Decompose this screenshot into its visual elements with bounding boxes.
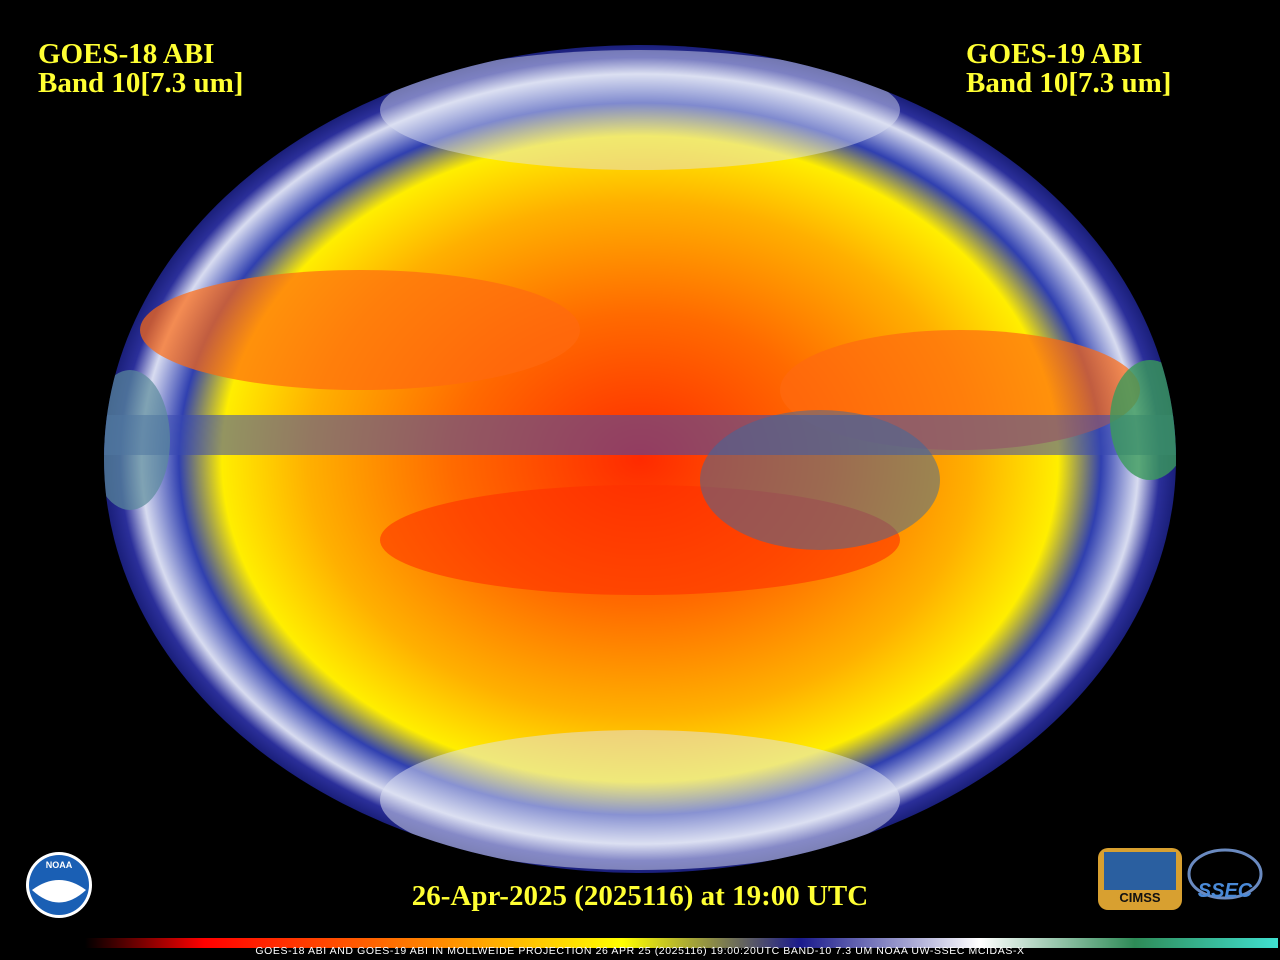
left-subtitle: Band 10[7.3 um] [38,67,244,99]
noaa-label: NOAA [46,860,73,870]
right-header: GOES-19 ABI Band 10[7.3 um] [966,40,1171,98]
ssec-label: SSEC [1198,880,1253,902]
left-title: GOES-18 ABI [38,38,215,70]
timestamp: 26-Apr-2025 (2025116) at 19:00 UTC [411,880,869,912]
ssec-logo: SSEC [1187,848,1263,902]
color-scale-bar [85,938,1278,948]
earth-disk [104,45,1176,873]
cimss-logo: CIMSS [1098,848,1182,910]
cimss-label: CIMSS [1119,890,1161,905]
noaa-logo: NOAA [26,852,92,918]
right-subtitle: Band 10[7.3 um] [966,67,1172,99]
left-header: GOES-18 ABI Band 10[7.3 um] [38,40,243,98]
right-title: GOES-19 ABI [966,38,1143,70]
cloud-features [104,50,1176,870]
footer-caption: GOES-18 ABI AND GOES-19 ABI IN MOLLWEIDE… [255,945,1024,957]
